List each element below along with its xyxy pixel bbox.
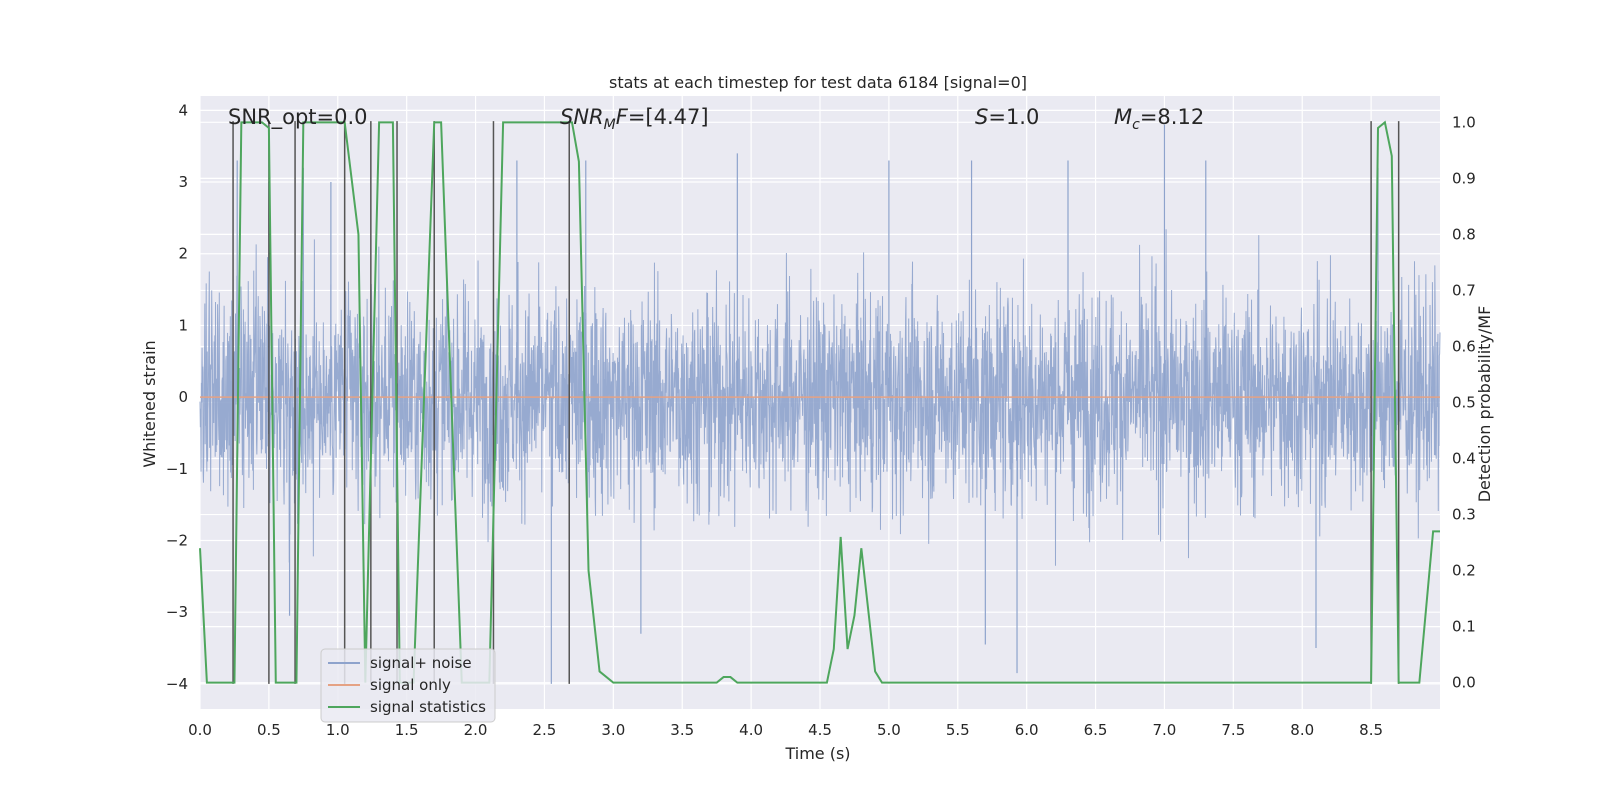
annotation-snr-opt: SNR_opt=0.0 bbox=[228, 105, 368, 130]
x-tick-label: 5.5 bbox=[946, 721, 970, 739]
y-axis-label: Whitened strain bbox=[140, 340, 159, 467]
noise-trace bbox=[199, 229, 1441, 566]
x-axis-label: Time (s) bbox=[784, 744, 850, 763]
annotation-mc-sub: c bbox=[1132, 117, 1140, 133]
annotation-mc-label: M bbox=[1114, 105, 1132, 129]
annotation-snr-mf-value: =[4.47] bbox=[628, 105, 709, 129]
y2-tick-label: 0.5 bbox=[1452, 394, 1476, 412]
x-tick-label: 4.0 bbox=[739, 721, 763, 739]
y2-tick-label: 0.8 bbox=[1452, 225, 1476, 243]
y-tick-label: −4 bbox=[166, 675, 188, 693]
y2-axis-label: Detection probability/MF bbox=[1475, 306, 1494, 503]
annotation-s: S=1.0 bbox=[975, 105, 1039, 129]
annotation-s-label: S bbox=[975, 105, 988, 129]
y2-tick-label: 0.4 bbox=[1452, 450, 1476, 468]
y-tick-label: 0 bbox=[178, 388, 188, 406]
x-tick-label: 2.5 bbox=[533, 721, 557, 739]
x-tick-label: 7.0 bbox=[1153, 721, 1177, 739]
y-tick-label: 1 bbox=[178, 316, 188, 334]
legend: signal+ noise signal only signal statist… bbox=[320, 648, 496, 723]
x-tick-label: 0.0 bbox=[188, 721, 212, 739]
legend-label-signal-only: signal only bbox=[370, 676, 451, 694]
annotation-snr-mf-sub: M bbox=[604, 117, 616, 133]
x-tick-label: 5.0 bbox=[877, 721, 901, 739]
legend-label-signal-statistics: signal statistics bbox=[370, 698, 486, 716]
annotation-mc-value: =8.12 bbox=[1140, 105, 1204, 129]
signal-statistics-line bbox=[199, 120, 1440, 684]
legend-label-signal-plus-noise: signal+ noise bbox=[370, 654, 472, 672]
x-tick-label: 4.5 bbox=[808, 721, 832, 739]
x-tick-label: 3.0 bbox=[601, 721, 625, 739]
y2-tick-label: 0.1 bbox=[1452, 618, 1476, 636]
detection-markers bbox=[232, 121, 1400, 684]
y2-tick-label: 0.3 bbox=[1452, 506, 1476, 524]
x-tick-label: 7.5 bbox=[1221, 721, 1245, 739]
y-tick-label: 4 bbox=[178, 101, 188, 119]
y-tick-label: −3 bbox=[166, 603, 188, 621]
y2-tick-label: 0.6 bbox=[1452, 337, 1476, 355]
annotation-snr-mf-label: SNR bbox=[560, 105, 604, 129]
y2-tick-label: 0.7 bbox=[1452, 281, 1476, 299]
y-tick-label: 2 bbox=[178, 245, 188, 263]
x-axis-ticks: 0.0 0.5 1.0 1.5 2.0 2.5 3.0 3.5 4.0 4.5 5.0 5.5 6.0 6… bbox=[188, 721, 1383, 739]
y-axis-ticks: 4 3 2 1 0 −1 −2 −3 −4 bbox=[166, 101, 188, 693]
series-signal-statistics bbox=[199, 120, 1440, 684]
x-tick-label: 3.5 bbox=[670, 721, 694, 739]
y2-tick-label: 1.0 bbox=[1452, 113, 1476, 131]
y-tick-label: 3 bbox=[178, 173, 188, 191]
y2-tick-label: 0.9 bbox=[1452, 169, 1476, 187]
y2-axis-ticks: 1.0 0.9 0.8 0.7 0.6 0.5 0.4 0.3 0.2 0.1 0.0 bbox=[1452, 113, 1476, 691]
annotation-snr-mf-tail: F bbox=[616, 105, 629, 129]
chart-title: stats at each timestep for test data 618… bbox=[609, 73, 1027, 92]
y-tick-label: −1 bbox=[166, 460, 188, 478]
legend-box bbox=[320, 648, 496, 723]
x-tick-label: 1.0 bbox=[326, 721, 350, 739]
annotation-snr-mf: SNRMF=[4.47] bbox=[560, 105, 709, 133]
annotation-s-value: =1.0 bbox=[988, 105, 1039, 129]
y-tick-label: −2 bbox=[166, 532, 188, 550]
x-tick-label: 8.5 bbox=[1359, 721, 1383, 739]
x-tick-label: 2.0 bbox=[464, 721, 488, 739]
x-tick-label: 0.5 bbox=[257, 721, 281, 739]
x-tick-label: 6.0 bbox=[1015, 721, 1039, 739]
x-tick-label: 8.0 bbox=[1290, 721, 1314, 739]
annotation-mc: Mc=8.12 bbox=[1114, 105, 1204, 133]
x-tick-label: 6.5 bbox=[1084, 721, 1108, 739]
x-tick-label: 1.5 bbox=[395, 721, 419, 739]
y2-tick-label: 0.2 bbox=[1452, 562, 1476, 580]
y2-tick-label: 0.0 bbox=[1452, 674, 1476, 692]
